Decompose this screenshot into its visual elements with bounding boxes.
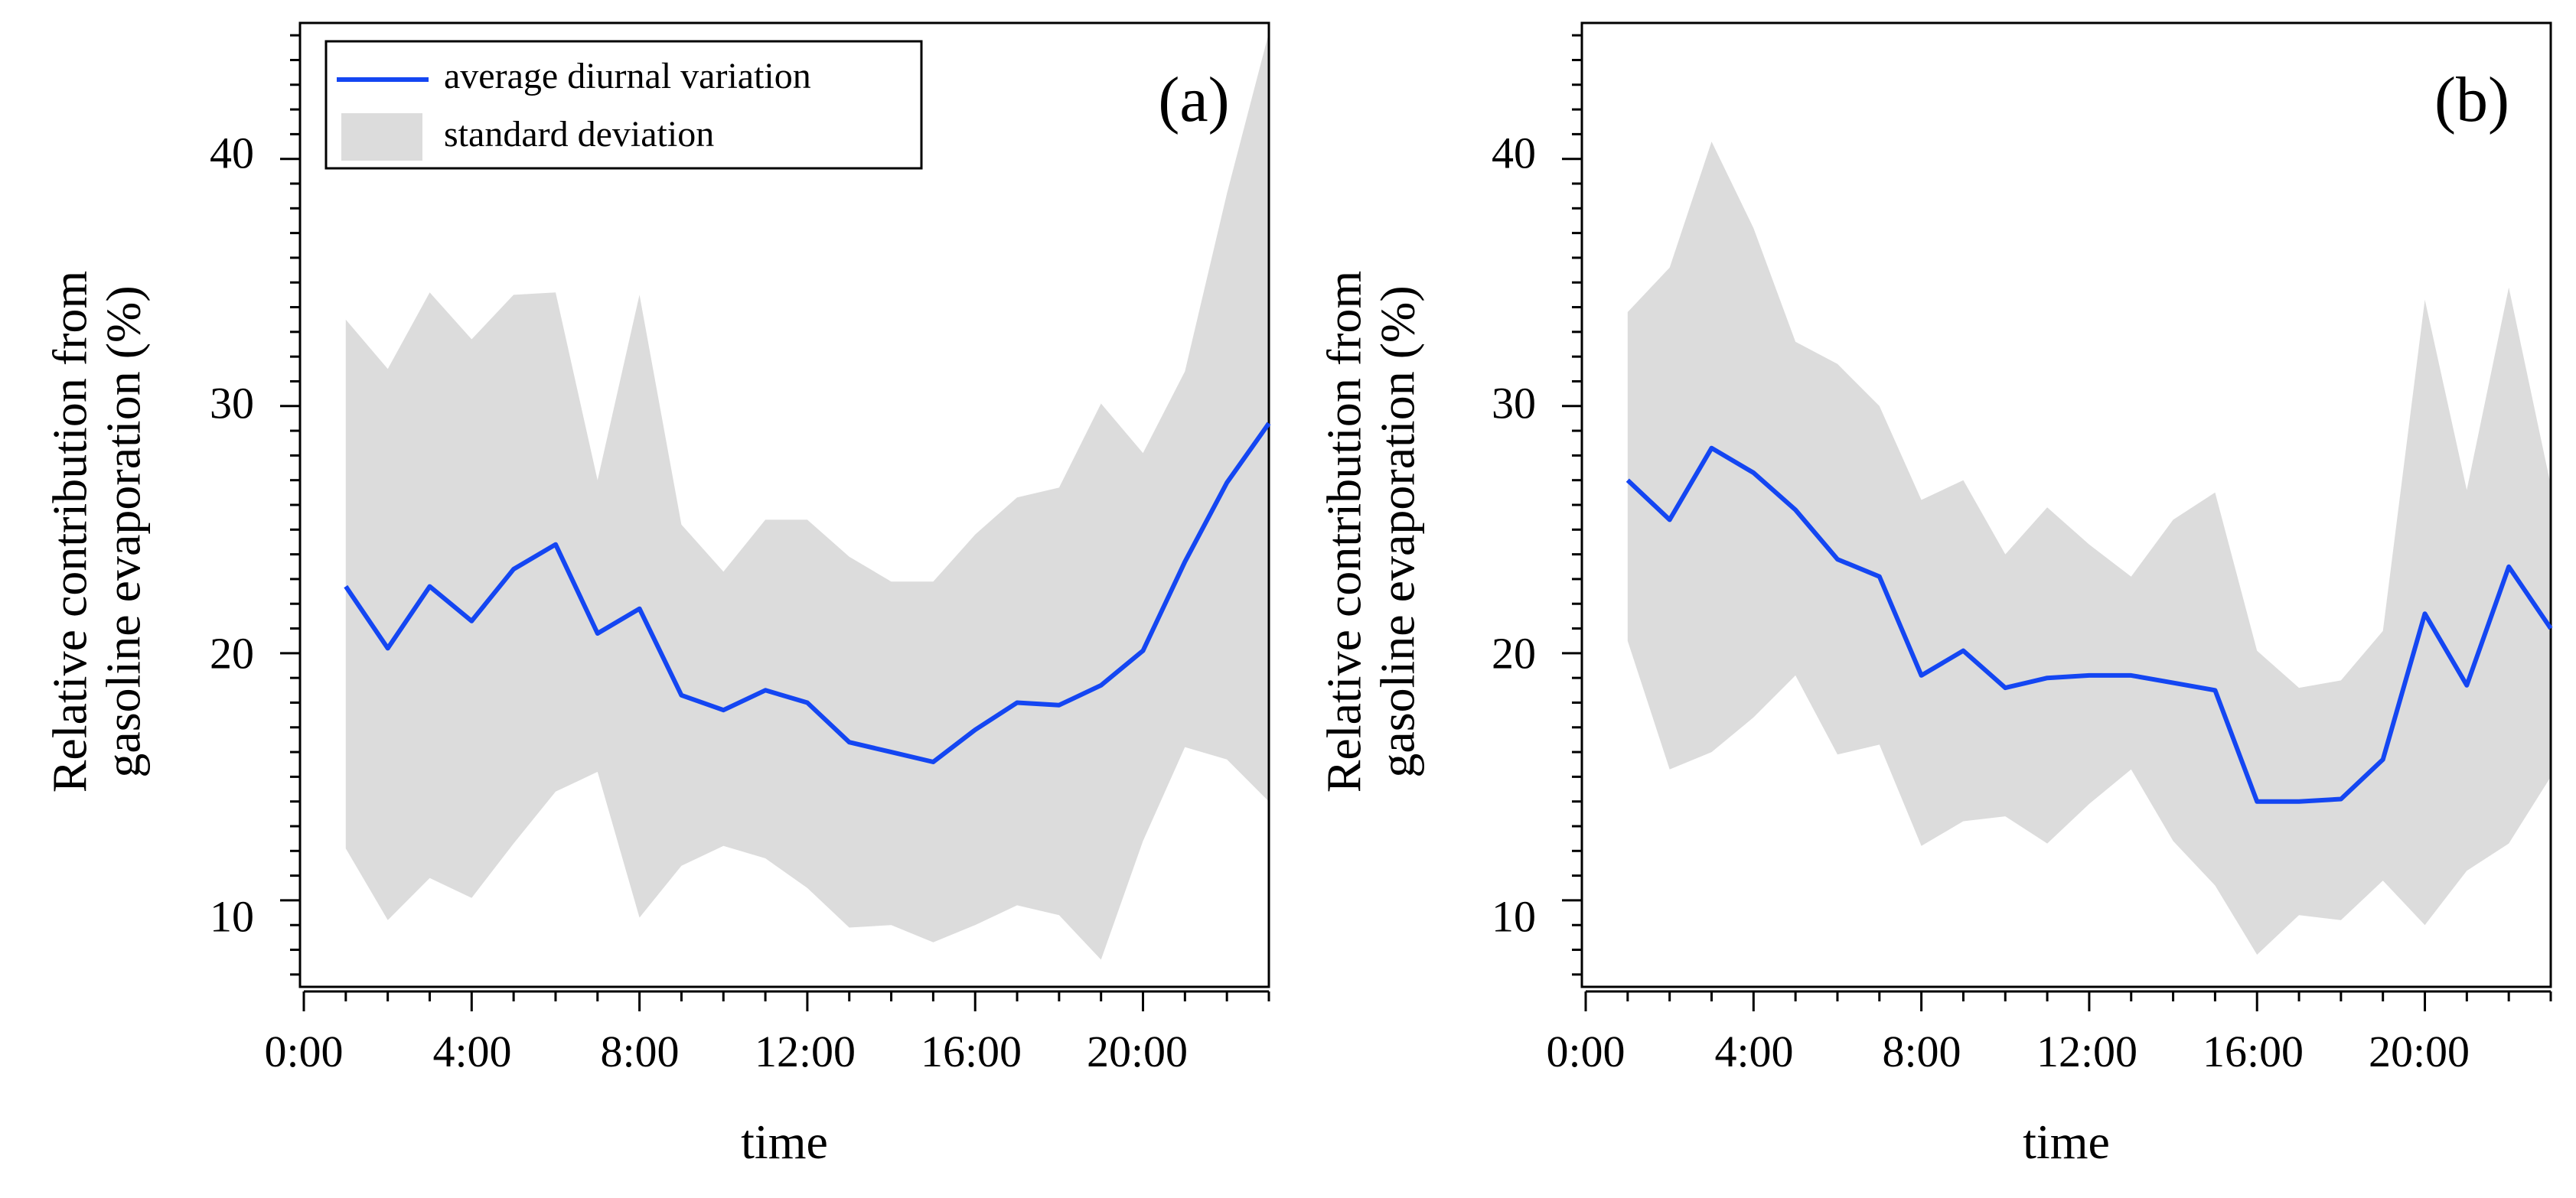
y-axis-title-line2: gasoline evaporation (%) [1371, 285, 1425, 777]
y-tick-label: 10 [210, 891, 254, 941]
y-major-ticks [280, 158, 300, 902]
y-tick-label: 30 [210, 378, 254, 428]
x-tick-label: 8:00 [600, 1027, 679, 1076]
y-tick-label: 20 [210, 628, 254, 678]
y-tick-label: 40 [1492, 128, 1536, 177]
std-band-area [345, 32, 1269, 960]
x-tick-label: 20:00 [2369, 1027, 2470, 1076]
x-axis-title: time [741, 1115, 828, 1169]
y-axis-title-line2: gasoline evaporation (%) [96, 285, 151, 777]
y-tick-label: 10 [1492, 891, 1536, 941]
y-tick-label: 30 [1492, 378, 1536, 428]
x-tick-label: 12:00 [755, 1027, 856, 1076]
x-tick-label: 0:00 [264, 1027, 343, 1076]
x-major-ticks [1584, 991, 2427, 1011]
panel-a: 10 20 30 40 Relative contribution from g… [43, 21, 1271, 1169]
x-tick-label: 0:00 [1546, 1027, 1625, 1076]
x-tick-label: 12:00 [2036, 1027, 2137, 1076]
y-tick-label: 40 [210, 128, 254, 177]
legend: average diurnal variation standard devia… [324, 40, 923, 170]
y-minor-ticks [290, 34, 300, 976]
x-tick-label: 16:00 [2203, 1027, 2304, 1076]
x-axis-title: time [2023, 1115, 2110, 1169]
mean-line [344, 422, 1271, 764]
std-band-area [1627, 142, 2551, 955]
x-minor-ticks [1626, 991, 2552, 1001]
x-minor-ticks [344, 991, 1270, 1001]
panel-label: (a) [1158, 64, 1229, 135]
legend-band-swatch [341, 113, 422, 161]
legend-band-label: standard deviation [444, 114, 714, 155]
panel-b: 10 20 30 40 Relative contribution from g… [1317, 21, 2553, 1169]
x-major-ticks [302, 991, 1145, 1011]
x-tick-label: 4:00 [432, 1027, 511, 1076]
x-tick-label: 8:00 [1882, 1027, 1961, 1076]
x-tick-label: 20:00 [1087, 1027, 1188, 1076]
y-tick-label: 20 [1492, 628, 1536, 678]
panel-label: (b) [2434, 64, 2509, 135]
y-axis-title-line1: Relative contribution from [1317, 271, 1371, 793]
std-band [345, 32, 1269, 960]
y-axis-title-line1: Relative contribution from [43, 271, 97, 793]
y-minor-ticks [1572, 34, 1582, 976]
std-band [1627, 142, 2551, 955]
legend-line-label: average diurnal variation [444, 56, 811, 96]
legend-box [324, 40, 923, 170]
mean-line [1625, 445, 2553, 804]
y-major-ticks [1562, 158, 1582, 902]
x-tick-label: 16:00 [921, 1027, 1022, 1076]
x-tick-label: 4:00 [1714, 1027, 1793, 1076]
